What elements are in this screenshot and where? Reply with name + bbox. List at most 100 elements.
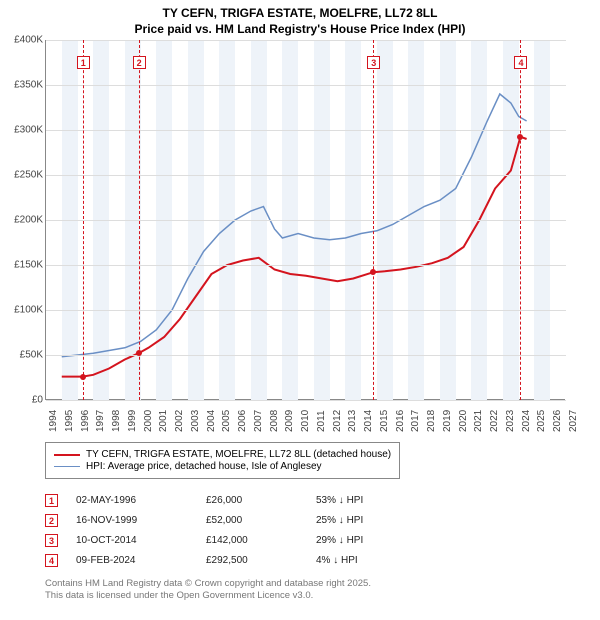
row-delta: 4% ↓ HPI (316, 555, 426, 566)
legend-row-price-paid: TY CEFN, TRIGFA ESTATE, MOELFRE, LL72 8L… (54, 449, 391, 460)
x-axis-label: 2015 (379, 410, 390, 432)
y-axis-label: £150K (14, 260, 43, 271)
gridline (46, 85, 566, 86)
row-price: £292,500 (206, 555, 316, 566)
x-axis-label: 2003 (190, 410, 201, 432)
row-marker-4: 4 (45, 554, 58, 567)
x-axis-label: 2017 (410, 410, 421, 432)
row-marker-2: 2 (45, 514, 58, 527)
y-axis-label: £200K (14, 215, 43, 226)
gridline (46, 175, 566, 176)
marker-number-box: 4 (514, 56, 527, 69)
series-line-hpi (62, 94, 527, 357)
table-row: 4 09-FEB-2024 £292,500 4% ↓ HPI (45, 550, 426, 570)
x-axis-label: 1995 (64, 410, 75, 432)
chart-title-block: TY CEFN, TRIGFA ESTATE, MOELFRE, LL72 8L… (0, 0, 600, 39)
x-axis-label: 2027 (568, 410, 579, 432)
x-axis-label: 2021 (473, 410, 484, 432)
marker-line (373, 40, 374, 400)
x-axis-label: 2000 (143, 410, 154, 432)
y-axis-label: £300K (14, 125, 43, 136)
legend-box: TY CEFN, TRIGFA ESTATE, MOELFRE, LL72 8L… (45, 442, 400, 479)
row-date: 02-MAY-1996 (76, 495, 206, 506)
x-axis-label: 1996 (80, 410, 91, 432)
legend-swatch-hpi (54, 466, 80, 467)
table-row: 1 02-MAY-1996 £26,000 53% ↓ HPI (45, 490, 426, 510)
x-axis-label: 2020 (458, 410, 469, 432)
table-row: 2 16-NOV-1999 £52,000 25% ↓ HPI (45, 510, 426, 530)
y-axis-label: £250K (14, 170, 43, 181)
price-paid-dot (517, 134, 523, 140)
y-axis-label: £350K (14, 80, 43, 91)
x-axis-label: 2011 (316, 410, 327, 432)
y-axis-label: £0 (32, 395, 43, 406)
series-line-price_paid (62, 137, 527, 377)
gridline (46, 130, 566, 131)
row-date: 10-OCT-2014 (76, 535, 206, 546)
marker-line (139, 40, 140, 400)
marker-line (83, 40, 84, 400)
legend-row-hpi: HPI: Average price, detached house, Isle… (54, 461, 391, 472)
x-axis-label: 1998 (111, 410, 122, 432)
gridline (46, 40, 566, 41)
x-axis-label: 2009 (284, 410, 295, 432)
x-axis-label: 2019 (442, 410, 453, 432)
marker-line (520, 40, 521, 400)
footer-line-2: This data is licensed under the Open Gov… (45, 590, 371, 602)
marker-number-box: 1 (77, 56, 90, 69)
price-paid-dot (370, 269, 376, 275)
title-line-2: Price paid vs. HM Land Registry's House … (10, 22, 590, 38)
x-axis-label: 2008 (269, 410, 280, 432)
x-axis-label: 2002 (174, 410, 185, 432)
x-axis-label: 2014 (363, 410, 374, 432)
x-axis-label: 1999 (127, 410, 138, 432)
y-axis-label: £400K (14, 35, 43, 46)
x-axis-label: 2026 (552, 410, 563, 432)
x-axis-label: 2024 (521, 410, 532, 432)
row-price: £142,000 (206, 535, 316, 546)
x-axis-label: 2007 (253, 410, 264, 432)
gridline (46, 265, 566, 266)
footer-line-1: Contains HM Land Registry data © Crown c… (45, 578, 371, 590)
x-axis-label: 2004 (206, 410, 217, 432)
gridline (46, 220, 566, 221)
row-price: £26,000 (206, 495, 316, 506)
table-row: 3 10-OCT-2014 £142,000 29% ↓ HPI (45, 530, 426, 550)
row-price: £52,000 (206, 515, 316, 526)
x-axis-label: 2023 (505, 410, 516, 432)
x-axis-labels: 1994 1995 1996 1997 1998 1999 2000 2001 2002 2003… (45, 402, 565, 442)
footer-attribution: Contains HM Land Registry data © Crown c… (45, 578, 371, 602)
x-axis-label: 2025 (536, 410, 547, 432)
transactions-table: 1 02-MAY-1996 £26,000 53% ↓ HPI 2 16-NOV… (45, 490, 426, 570)
row-delta: 53% ↓ HPI (316, 495, 426, 506)
price-paid-dot (80, 374, 86, 380)
x-axis-label: 2013 (347, 410, 358, 432)
y-axis-label: £100K (14, 305, 43, 316)
x-axis-label: 1997 (95, 410, 106, 432)
gridline (46, 310, 566, 311)
y-axis-label: £50K (20, 350, 43, 361)
x-axis-label: 2016 (395, 410, 406, 432)
row-date: 09-FEB-2024 (76, 555, 206, 566)
row-delta: 29% ↓ HPI (316, 535, 426, 546)
marker-number-box: 3 (367, 56, 380, 69)
x-axis-label: 2010 (300, 410, 311, 432)
row-marker-1: 1 (45, 494, 58, 507)
chart-plot-area: £0£50K£100K£150K£200K£250K£300K£350K£400… (45, 40, 565, 400)
x-axis-label: 1994 (48, 410, 59, 432)
row-date: 16-NOV-1999 (76, 515, 206, 526)
row-delta: 25% ↓ HPI (316, 515, 426, 526)
x-axis-label: 2018 (426, 410, 437, 432)
x-axis-label: 2012 (332, 410, 343, 432)
gridline (46, 400, 566, 401)
x-axis-label: 2005 (221, 410, 232, 432)
legend-swatch-price-paid (54, 454, 80, 456)
gridline (46, 355, 566, 356)
legend-label-price-paid: TY CEFN, TRIGFA ESTATE, MOELFRE, LL72 8L… (86, 449, 391, 460)
x-axis-label: 2006 (237, 410, 248, 432)
row-marker-3: 3 (45, 534, 58, 547)
price-paid-dot (136, 350, 142, 356)
x-axis-label: 2001 (158, 410, 169, 432)
legend-label-hpi: HPI: Average price, detached house, Isle… (86, 461, 322, 472)
x-axis-label: 2022 (489, 410, 500, 432)
